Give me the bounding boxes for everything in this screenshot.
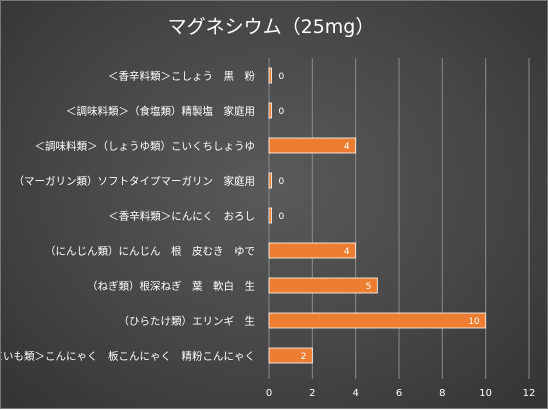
category-label: ＜調味料類＞（食塩類）精製塩 家庭用 — [66, 105, 255, 118]
bar — [268, 172, 272, 189]
x-tick-label: 0 — [266, 388, 272, 399]
x-tick-label: 4 — [352, 388, 358, 399]
category-label: ＜香辛料類＞にんにく おろし — [108, 210, 255, 223]
category-label: （にんじん類）にんじん 根 皮むき ゆで — [45, 245, 255, 258]
bars — [268, 67, 487, 364]
data-label: 0 — [279, 177, 285, 187]
x-axis-tick-labels: 0 2 4 6 8 10 12 — [266, 388, 536, 399]
data-label: 0 — [279, 72, 285, 82]
bar — [268, 312, 487, 329]
bar — [268, 347, 313, 364]
grid-lines — [268, 58, 530, 379]
data-label: 5 — [366, 282, 372, 292]
x-tick-label: 6 — [396, 388, 402, 399]
category-label: （マーガリン類）ソフトタイプマーガリン 家庭用 — [14, 175, 256, 188]
bar — [268, 102, 272, 119]
data-labels: 0 0 4 0 0 4 5 10 2 — [279, 72, 480, 362]
bar — [268, 277, 378, 294]
x-tick-label: 10 — [479, 388, 492, 399]
data-label: 4 — [344, 142, 350, 152]
data-label: 0 — [279, 212, 285, 222]
data-label: 0 — [279, 107, 285, 117]
category-label: ＜調味料類＞（しょうゆ類）こいくちしょうゆ — [35, 140, 256, 153]
data-label: 10 — [468, 317, 480, 327]
x-tick-label: 12 — [523, 388, 536, 399]
x-tick-label: 8 — [439, 388, 445, 399]
category-label: （ねぎ類）根深ねぎ 葉 軟白 生 — [87, 280, 255, 293]
bar — [268, 207, 272, 224]
category-label: ＜いも類＞こんにゃく 板こんにゃく 精粉こんにゃく — [1, 350, 255, 363]
bar — [268, 137, 357, 154]
data-label: 2 — [301, 352, 307, 362]
category-labels: ＜香辛料類＞こしょう 黒 粉 ＜調味料類＞（食塩類）精製塩 家庭用 ＜調味料類＞（し… — [1, 70, 255, 363]
category-label: （ひらたけ類）エリンギ 生 — [119, 315, 256, 328]
chart-title: マグネシウム（25mg） — [168, 16, 375, 38]
bar — [268, 67, 272, 84]
data-label: 4 — [344, 247, 350, 257]
category-label: ＜香辛料類＞こしょう 黒 粉 — [108, 70, 255, 83]
bar — [268, 242, 357, 259]
x-tick-label: 2 — [309, 388, 315, 399]
